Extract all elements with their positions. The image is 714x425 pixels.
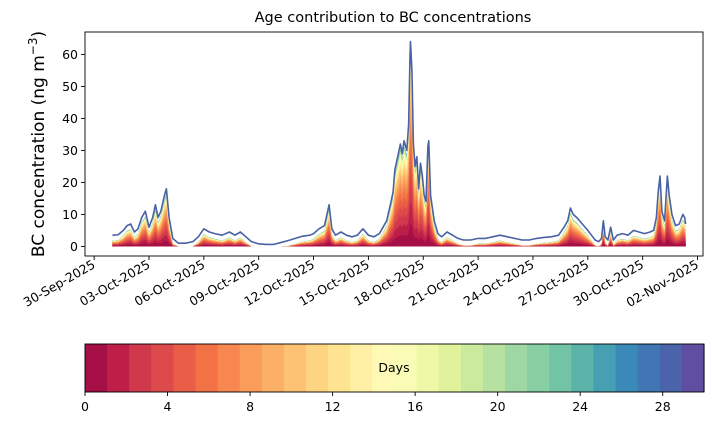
- colorbar-cell: [416, 344, 440, 392]
- y-axis-label-main: BC concentration (ng m: [29, 55, 49, 257]
- colorbar-tick-label: 8: [246, 399, 254, 414]
- colorbar-cell: [482, 344, 506, 392]
- colorbar-tick-label: 16: [407, 399, 423, 414]
- colorbar-cell: [151, 344, 175, 392]
- colorbar-cell: [85, 344, 108, 392]
- y-tick-label: 0: [70, 239, 78, 254]
- y-tick-label: 10: [62, 207, 78, 222]
- colorbar-tick-label: 28: [655, 399, 671, 414]
- colorbar-cell: [505, 344, 528, 392]
- y-axis: 0 10 20 30 40 50 60: [62, 47, 85, 254]
- y-tick-label: 50: [62, 79, 78, 94]
- colorbar-cell: [593, 344, 617, 392]
- y-tick-label: 20: [62, 175, 78, 190]
- colorbar-cell: [283, 344, 307, 392]
- colorbar-tick-label: 12: [325, 399, 341, 414]
- colorbar-tick-label: 0: [81, 399, 89, 414]
- colorbar-cell: [571, 344, 595, 392]
- colorbar-tick-label: 4: [164, 399, 172, 414]
- colorbar-cell: [173, 344, 197, 392]
- colorbar-cell: [306, 344, 329, 392]
- colorbar-cell: [107, 344, 130, 392]
- y-tick-label: 30: [62, 143, 78, 158]
- colorbar-cell: [129, 344, 152, 392]
- y-tick-label: 40: [62, 111, 78, 126]
- colorbar-frame: [84, 343, 705, 393]
- colorbar-tick-label: 24: [572, 399, 588, 414]
- y-axis-label-exponent: −3: [26, 37, 40, 55]
- colorbar-cell: [195, 344, 219, 392]
- y-axis-label-close: ): [29, 31, 49, 38]
- colorbar-cell: [615, 344, 639, 392]
- chart-title: Age contribution to BC concentrations: [255, 10, 532, 26]
- plot-frame: [84, 31, 704, 257]
- age-band-0: [112, 223, 686, 247]
- colorbar-cell: [549, 344, 572, 392]
- y-axis-label: BC concentration (ng m−3): [26, 31, 49, 257]
- colorbar-cell: [394, 344, 418, 392]
- colorbar-cell: [239, 344, 263, 392]
- colorbar-cell: [659, 344, 683, 392]
- colorbar-cell: [328, 344, 351, 392]
- colorbar-cell: [438, 344, 462, 392]
- y-tick-label: 60: [62, 47, 78, 62]
- colorbar-label: Days: [378, 360, 409, 375]
- colorbar-cell: [637, 344, 661, 392]
- total-series-line: [112, 40, 687, 246]
- age-contribution-areas: [112, 47, 686, 247]
- colorbar-cell: [217, 344, 241, 392]
- colorbar-cell: [350, 344, 373, 392]
- colorbar-cell: [681, 344, 705, 392]
- colorbar-cell: [460, 344, 484, 392]
- colorbar-cell: [372, 344, 396, 392]
- x-axis: 30-Sep-202503-Oct-202506-Oct-202509-Oct-…: [21, 256, 701, 310]
- colorbar: [85, 344, 705, 392]
- colorbar-tick-label: 20: [490, 399, 506, 414]
- colorbar-ticks: 0 4 8 12 16 20 24 28: [81, 392, 671, 414]
- total-series-layer: [112, 40, 687, 246]
- colorbar-cell: [261, 344, 285, 392]
- colorbar-cell: [527, 344, 550, 392]
